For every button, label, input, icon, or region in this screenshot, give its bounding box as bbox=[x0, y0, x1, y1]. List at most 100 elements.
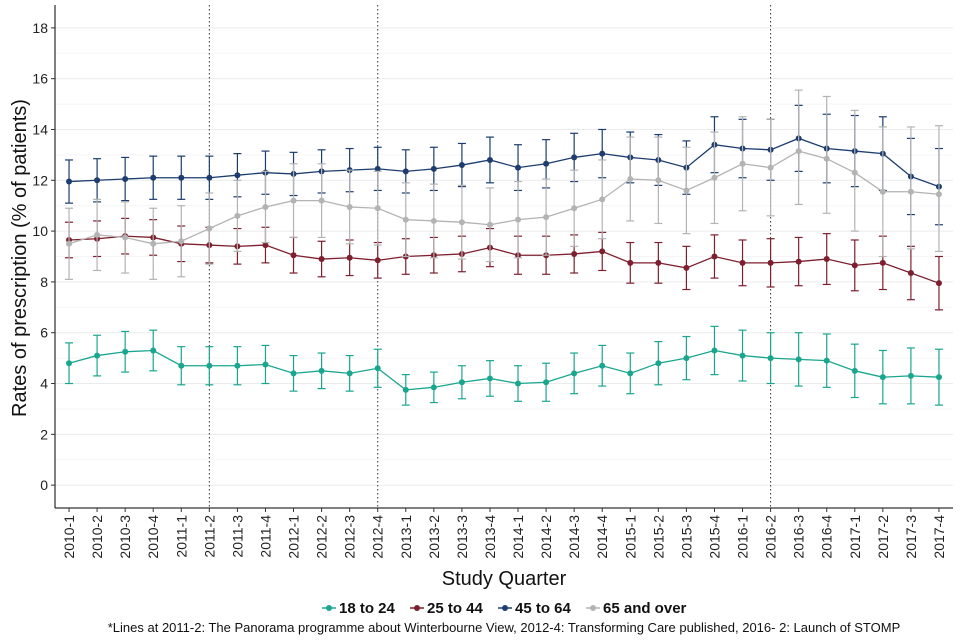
data-point bbox=[486, 375, 493, 382]
error-bar bbox=[794, 89, 803, 206]
data-point bbox=[150, 240, 157, 247]
data-point bbox=[599, 196, 606, 203]
x-tick-label: 2013-4 bbox=[482, 515, 498, 559]
gridlines bbox=[55, 27, 953, 486]
y-axis-title: Rates of prescription (% of patients) bbox=[9, 99, 31, 417]
data-point bbox=[262, 361, 269, 368]
data-point bbox=[430, 165, 437, 172]
data-point bbox=[402, 386, 409, 393]
x-tick-label: 2011-1 bbox=[173, 515, 189, 558]
data-point bbox=[907, 270, 914, 277]
data-point bbox=[318, 197, 325, 204]
data-point bbox=[206, 225, 213, 232]
data-point bbox=[627, 259, 634, 266]
data-point bbox=[290, 370, 297, 377]
data-point bbox=[515, 164, 522, 171]
x-tick-label: 2010-1 bbox=[61, 515, 77, 559]
x-tick-label: 2012-2 bbox=[314, 515, 330, 559]
data-point bbox=[795, 258, 802, 265]
data-point bbox=[234, 362, 241, 369]
data-point bbox=[599, 150, 606, 157]
data-point bbox=[234, 172, 241, 179]
data-point bbox=[178, 362, 185, 369]
x-tick-label: 2015-4 bbox=[706, 515, 722, 559]
x-tick-label: 2016-2 bbox=[763, 515, 779, 559]
legend-key-point bbox=[414, 605, 420, 611]
x-tick-label: 2014-3 bbox=[566, 515, 582, 559]
data-point bbox=[543, 214, 550, 221]
data-point bbox=[739, 160, 746, 167]
data-point bbox=[346, 254, 353, 261]
data-point bbox=[767, 259, 774, 266]
x-tick-label: 2017-4 bbox=[931, 515, 947, 559]
x-tick-label: 2015-3 bbox=[678, 515, 694, 559]
data-point bbox=[823, 357, 830, 364]
data-point bbox=[515, 380, 522, 387]
data-point bbox=[823, 155, 830, 162]
data-point bbox=[879, 374, 886, 381]
x-tick-label: 2017-1 bbox=[847, 515, 863, 559]
x-tick-label: 2016-4 bbox=[819, 515, 835, 559]
data-point bbox=[66, 240, 73, 247]
data-point bbox=[571, 154, 578, 161]
error-bar bbox=[822, 95, 831, 214]
data-point bbox=[290, 197, 297, 204]
data-point bbox=[655, 360, 662, 367]
data-point bbox=[94, 352, 101, 359]
data-point bbox=[907, 188, 914, 195]
data-point bbox=[178, 174, 185, 181]
legend-label: 18 to 24 bbox=[339, 600, 396, 617]
data-point bbox=[907, 372, 914, 379]
data-point bbox=[879, 188, 886, 195]
x-tick-label: 2012-4 bbox=[370, 515, 386, 559]
data-point bbox=[683, 264, 690, 271]
data-point bbox=[655, 177, 662, 184]
legend-label: 65 and over bbox=[603, 600, 687, 617]
y-tick-label: 4 bbox=[40, 376, 48, 392]
data-point bbox=[711, 253, 718, 260]
y-tick-label: 6 bbox=[40, 325, 48, 341]
data-point bbox=[346, 203, 353, 210]
data-point bbox=[402, 168, 409, 175]
data-point bbox=[935, 280, 942, 287]
data-point bbox=[430, 217, 437, 224]
y-tick-label: 14 bbox=[32, 121, 48, 137]
data-point bbox=[599, 362, 606, 369]
legend-key-point bbox=[590, 605, 596, 611]
data-point bbox=[599, 248, 606, 255]
data-point bbox=[178, 238, 185, 245]
data-point bbox=[767, 355, 774, 362]
x-tick-label: 2011-3 bbox=[229, 515, 245, 558]
x-tick-label: 2010-2 bbox=[89, 515, 105, 559]
data-point bbox=[458, 162, 465, 169]
series-line bbox=[69, 235, 940, 284]
x-tick-label: 2010-3 bbox=[117, 515, 133, 559]
data-point bbox=[851, 262, 858, 269]
y-tick-label: 18 bbox=[32, 20, 48, 36]
data-point bbox=[458, 219, 465, 226]
x-tick-label: 2014-4 bbox=[594, 515, 610, 559]
legend-key-point bbox=[326, 605, 332, 611]
data-point bbox=[571, 250, 578, 257]
data-point bbox=[94, 177, 101, 184]
data-point bbox=[935, 374, 942, 381]
data-point bbox=[655, 259, 662, 266]
data-point bbox=[374, 165, 381, 172]
data-point bbox=[458, 379, 465, 386]
data-point bbox=[683, 355, 690, 362]
data-point bbox=[739, 259, 746, 266]
x-tick-label: 2017-3 bbox=[903, 515, 919, 559]
error-bar bbox=[934, 125, 943, 253]
y-tick-label: 2 bbox=[40, 426, 48, 442]
x-tick-label: 2013-2 bbox=[426, 515, 442, 559]
series-45-to-64 bbox=[65, 104, 943, 226]
data-point bbox=[262, 203, 269, 210]
data-point bbox=[122, 234, 129, 241]
series-65-and-over bbox=[65, 89, 943, 280]
data-point bbox=[122, 176, 129, 183]
x-tick-label: 2014-2 bbox=[538, 515, 554, 559]
data-point bbox=[515, 216, 522, 223]
series-line bbox=[68, 349, 939, 391]
data-point bbox=[767, 164, 774, 171]
data-point bbox=[543, 379, 550, 386]
